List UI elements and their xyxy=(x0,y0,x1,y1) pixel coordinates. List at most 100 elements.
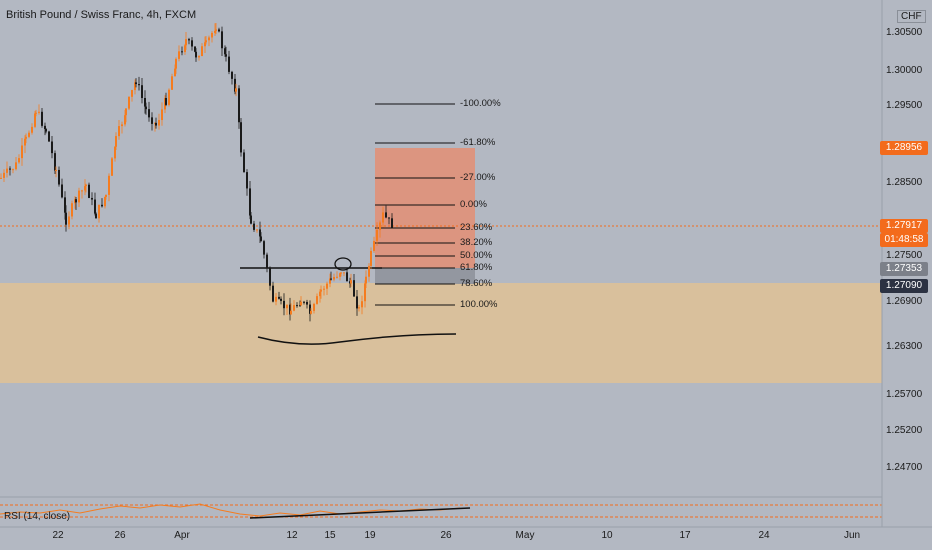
candle-body xyxy=(165,98,167,105)
price-tick: 1.26300 xyxy=(886,341,923,352)
candle-body xyxy=(208,37,210,41)
current-price-tag: 1.27917 xyxy=(880,219,928,233)
candle-body xyxy=(171,76,173,90)
time-tick: 10 xyxy=(601,530,613,541)
candle-body xyxy=(75,199,77,203)
time-tick: 24 xyxy=(758,530,770,541)
fib-level-label: 0.00% xyxy=(460,199,487,210)
candle-body xyxy=(286,304,288,309)
price-tick: 1.28500 xyxy=(886,177,923,188)
candle-body xyxy=(64,197,66,213)
time-tick: 26 xyxy=(440,530,452,541)
candle-body xyxy=(68,216,70,225)
price-tick: 1.30500 xyxy=(886,27,923,38)
chart-title: British Pound / Swiss Franc, 4h, FXCM xyxy=(6,9,197,21)
candle-body xyxy=(55,169,57,171)
candle-body xyxy=(51,141,53,154)
price-tick: 1.24700 xyxy=(886,462,923,473)
candle-body xyxy=(85,184,87,187)
candle-body xyxy=(224,48,226,55)
candle-body xyxy=(310,310,312,314)
candle-body xyxy=(204,42,206,47)
candle-body xyxy=(54,153,56,171)
candle-body xyxy=(95,213,97,219)
candle-body xyxy=(195,51,197,58)
stop-price-tag: 1.27090 xyxy=(880,279,928,293)
candle-body xyxy=(198,56,200,58)
price-tick: 1.30000 xyxy=(886,65,923,76)
target-price-tag: 1.28956 xyxy=(880,141,928,155)
time-tick: Apr xyxy=(174,530,190,541)
fibonacci-lines xyxy=(375,103,455,306)
candle-body xyxy=(101,204,103,207)
candle-body xyxy=(175,58,177,69)
candle-body xyxy=(388,217,390,219)
candle-body xyxy=(128,96,130,109)
candle-body xyxy=(24,138,26,146)
candle-body xyxy=(18,158,20,163)
candle-body xyxy=(296,305,298,307)
candle-body xyxy=(35,112,37,114)
candle-body xyxy=(346,272,348,282)
candle-body xyxy=(361,301,363,308)
candle-body xyxy=(161,109,163,121)
candle-body xyxy=(105,194,107,197)
candle-body xyxy=(309,304,311,314)
candle-body xyxy=(343,272,345,274)
candle-body xyxy=(28,132,30,137)
candle-body xyxy=(3,172,5,178)
candle-body xyxy=(94,199,96,214)
candle-body xyxy=(368,265,370,277)
bar-countdown-tag: 01:48:58 xyxy=(880,233,928,247)
rsi-indicator-label[interactable]: RSI (14, close) xyxy=(4,511,71,522)
fib-level-label: -61.80% xyxy=(460,137,496,148)
candle-body xyxy=(194,46,196,52)
candle-body xyxy=(391,218,393,228)
highlight-ellipse xyxy=(334,257,352,271)
candle-body xyxy=(144,97,146,107)
candle-body xyxy=(158,120,160,126)
candle-body xyxy=(214,30,216,33)
candle-body xyxy=(21,145,23,159)
candle-body xyxy=(31,126,33,133)
candle-body xyxy=(84,186,86,191)
candle-body xyxy=(243,152,245,173)
fib-level-label: -100.00% xyxy=(460,98,501,109)
candle-body xyxy=(319,291,321,297)
candle-body xyxy=(141,85,143,98)
candle-body xyxy=(280,298,282,301)
candle-body xyxy=(114,146,116,159)
price-tick: 1.25700 xyxy=(886,389,923,400)
target-zone xyxy=(375,148,475,268)
candle-body xyxy=(34,113,36,127)
fib-level-label: 100.00% xyxy=(460,299,498,310)
candle-body xyxy=(323,288,325,290)
candle-body xyxy=(330,278,332,280)
candle-body xyxy=(370,250,372,266)
candle-body xyxy=(340,272,342,274)
candle-body xyxy=(98,204,100,219)
rsi-line xyxy=(0,503,461,517)
time-tick: 12 xyxy=(286,530,298,541)
candle-body xyxy=(250,215,252,224)
candle-body xyxy=(0,177,2,179)
candle-body xyxy=(289,304,291,315)
time-tick: 26 xyxy=(114,530,126,541)
candle-body xyxy=(238,88,240,123)
candle-body xyxy=(303,301,305,303)
fib-level-label: 61.80% xyxy=(460,262,493,273)
candle-body xyxy=(78,190,80,203)
candle-body xyxy=(111,158,113,176)
candle-body xyxy=(283,300,285,309)
candle-body xyxy=(326,283,328,289)
time-tick: 22 xyxy=(52,530,64,541)
candle-body xyxy=(299,305,301,307)
candle-body xyxy=(65,212,67,225)
time-tick: 15 xyxy=(324,530,336,541)
candle-body xyxy=(382,212,384,223)
candle-body xyxy=(259,229,261,237)
candle-body xyxy=(275,296,277,302)
candle-body xyxy=(339,273,341,277)
